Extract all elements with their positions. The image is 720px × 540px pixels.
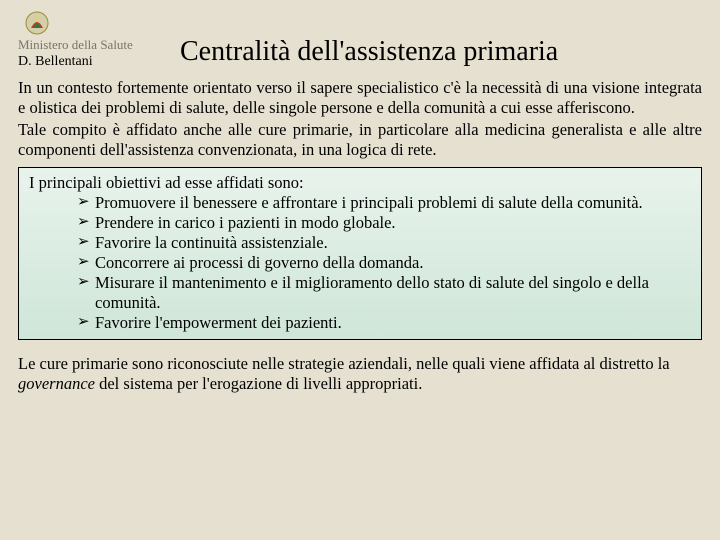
list-item: Misurare il mantenimento e il migliorame… — [77, 273, 691, 313]
box-intro: I principali obiettivi ad esse affidati … — [29, 173, 691, 193]
closing-pre: Le cure primarie sono riconosciute nelle… — [18, 354, 670, 373]
emblem-icon — [24, 10, 50, 36]
page-title: Centralità dell'assistenza primaria — [180, 36, 558, 70]
list-item: Concorrere ai processi di governo della … — [77, 253, 691, 273]
objectives-box: I principali obiettivi ad esse affidati … — [18, 167, 702, 340]
list-item: Favorire l'empowerment dei pazienti. — [77, 313, 691, 333]
list-item: Favorire la continuità assistenziale. — [77, 233, 691, 253]
ministry-label: Ministero della Salute — [18, 38, 133, 51]
closing-governance: governance — [18, 374, 95, 393]
closing-post: del sistema per l'erogazione di livelli … — [95, 374, 422, 393]
list-item: Prendere in carico i pazienti in modo gl… — [77, 213, 691, 233]
closing-paragraph: Le cure primarie sono riconosciute nelle… — [18, 354, 702, 394]
author-name: D. Bellentani — [18, 54, 93, 70]
header: Ministero della Salute D. Bellentani Cen… — [18, 10, 702, 70]
logo-area: Ministero della Salute D. Bellentani — [18, 10, 158, 70]
intro-paragraph-2: Tale compito è affidato anche alle cure … — [18, 120, 702, 160]
list-item: Promuovere il benessere e affrontare i p… — [77, 193, 691, 213]
intro-paragraph-1: In un contesto fortemente orientato vers… — [18, 78, 702, 118]
objectives-list: Promuovere il benessere e affrontare i p… — [29, 193, 691, 334]
